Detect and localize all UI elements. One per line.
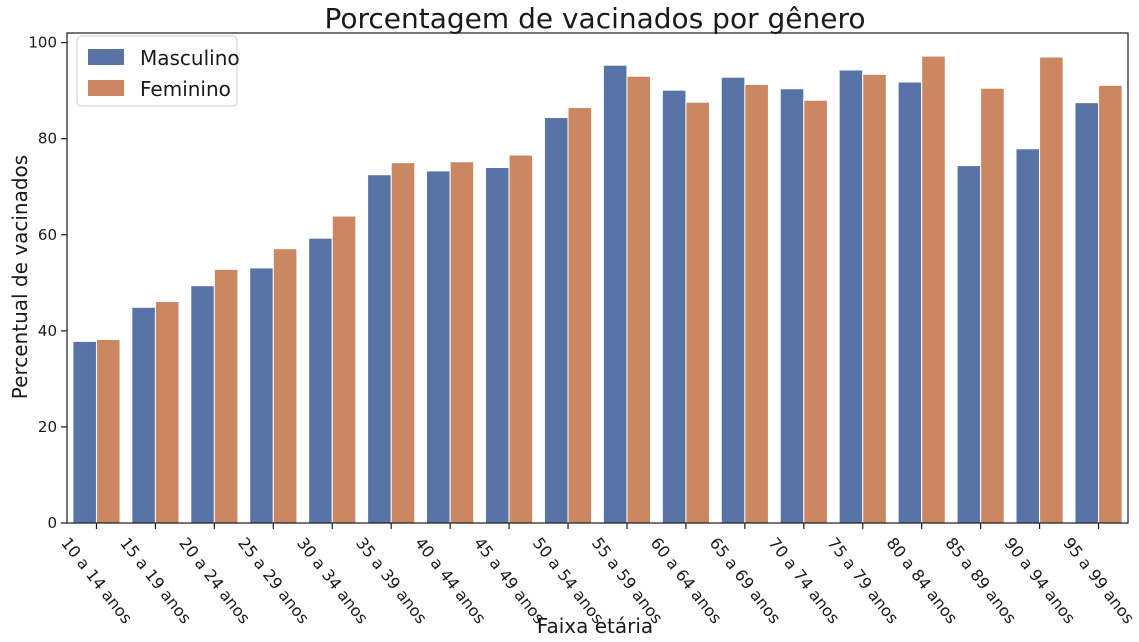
bar-masculino-15 (956, 165, 982, 524)
plot-frame (66, 32, 1129, 524)
bar-feminino-5 (390, 162, 416, 524)
bar-feminino-13 (862, 73, 887, 524)
chart-title: Porcentagem de vacinados por gênero (324, 2, 865, 35)
bar-masculino-3 (249, 267, 274, 524)
bar-feminino-17 (1098, 84, 1123, 524)
bar-masculino-14 (897, 81, 923, 524)
bar-masculino-11 (720, 76, 746, 524)
legend: Masculino Feminino (76, 35, 240, 107)
bar-masculino-10 (661, 89, 687, 524)
bar-masculino-4 (308, 237, 333, 524)
bar-feminino-14 (921, 55, 946, 524)
y-tick-label: 80 (38, 130, 57, 148)
bar-feminino-1 (154, 301, 180, 524)
bar-masculino-16 (1015, 148, 1041, 524)
bar-feminino-6 (449, 161, 475, 524)
bar-feminino-15 (980, 87, 1005, 524)
bar-masculino-7 (485, 167, 510, 524)
bar-masculino-1 (131, 306, 156, 524)
legend-swatch-masculino (88, 49, 124, 65)
bar-feminino-8 (567, 106, 593, 524)
bar-masculino-13 (838, 69, 864, 524)
bar-masculino-9 (602, 64, 628, 524)
y-tick-label: 60 (38, 226, 57, 244)
bar-feminino-4 (331, 215, 357, 524)
legend-swatch-feminino (88, 80, 124, 96)
bar-feminino-3 (272, 248, 298, 524)
bar-masculino-17 (1074, 102, 1100, 524)
y-tick-label: 100 (28, 34, 57, 52)
bar-feminino-11 (744, 83, 769, 524)
bars-group (72, 55, 1123, 524)
y-tick-label: 40 (38, 322, 57, 340)
bar-feminino-9 (626, 75, 652, 524)
bar-feminino-2 (213, 268, 239, 524)
bar-masculino-6 (426, 170, 451, 524)
bar-feminino-7 (508, 154, 534, 524)
bar-masculino-2 (190, 285, 215, 524)
bar-masculino-12 (779, 88, 805, 524)
bar-masculino-5 (367, 174, 392, 524)
x-axis-title: Faixa etária (537, 614, 653, 638)
y-tick-label: 20 (38, 418, 57, 436)
y-tick-label: 0 (47, 514, 57, 532)
bar-masculino-8 (543, 117, 569, 524)
y-axis-title: Percentual de vacinados (8, 155, 32, 399)
legend-label-feminino: Feminino (140, 77, 231, 101)
y-axis: 0 20 40 60 80 100 (28, 34, 67, 532)
bar-feminino-16 (1039, 56, 1064, 524)
bar-feminino-10 (685, 101, 710, 524)
legend-label-masculino: Masculino (140, 46, 240, 70)
bar-masculino-0 (72, 340, 97, 524)
bar-feminino-0 (95, 338, 121, 524)
bar-feminino-12 (803, 99, 828, 524)
